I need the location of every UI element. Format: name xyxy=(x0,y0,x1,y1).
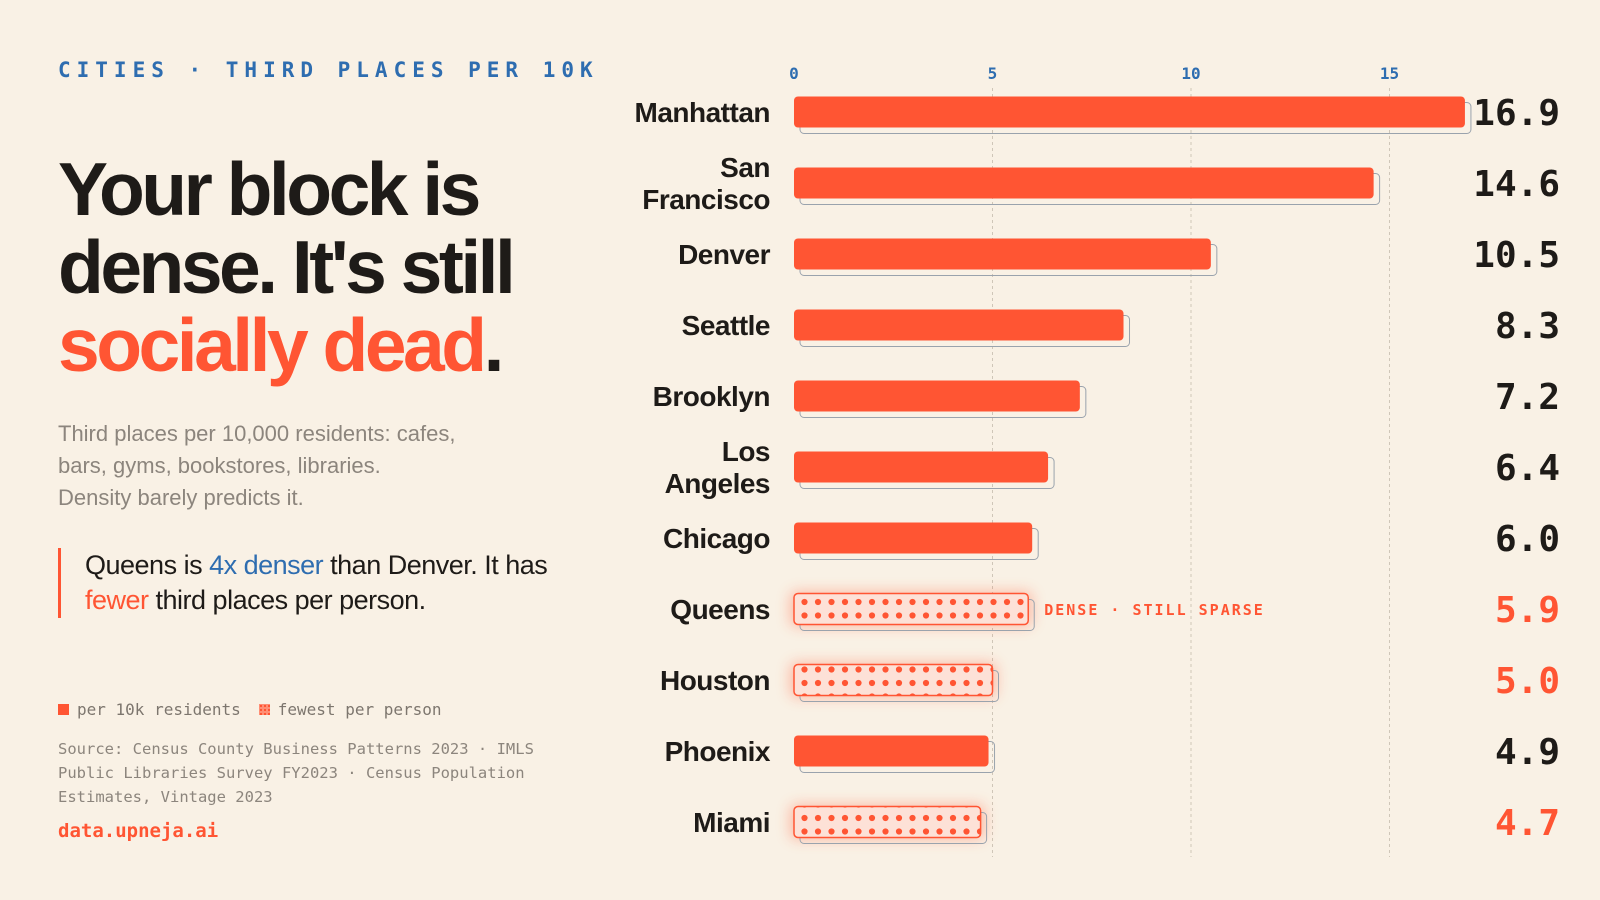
value-label: 6.4 xyxy=(1495,448,1560,489)
category-label-line: Seattle xyxy=(682,310,770,341)
bars-layer xyxy=(790,96,1472,844)
legend-swatch-solid xyxy=(58,704,69,715)
category-label: Miami xyxy=(693,807,770,838)
value-label: 14.6 xyxy=(1473,164,1560,205)
headline-line-1: Your block is xyxy=(58,147,481,231)
category-label: Queens xyxy=(670,594,770,625)
value-label: 10.5 xyxy=(1473,235,1560,276)
headline-accent: socially dead xyxy=(58,303,487,387)
value-label: 5.0 xyxy=(1495,661,1560,702)
category-label-line: Houston xyxy=(660,665,770,696)
value-label: 4.9 xyxy=(1495,732,1560,773)
callout-text-1: Queens is xyxy=(85,550,210,580)
bar xyxy=(794,735,989,767)
bar xyxy=(794,522,1033,554)
category-label-line: Chicago xyxy=(663,523,770,554)
bar xyxy=(794,380,1080,412)
headline: Your block is dense. It's still socially… xyxy=(58,150,598,384)
credit-link[interactable]: data.upneja.ai xyxy=(58,820,219,842)
headline-line-2: dense. It's still xyxy=(58,225,516,309)
legend: per 10k residents fewest per person xyxy=(58,700,442,719)
source-note: Source: Census County Business Patterns … xyxy=(58,740,534,806)
bar xyxy=(794,96,1465,128)
category-label-line: San xyxy=(720,152,770,183)
category-label: Houston xyxy=(660,665,770,696)
value-label: 5.9 xyxy=(1495,590,1560,631)
category-label-line: Francisco xyxy=(642,184,770,215)
value-label: 8.3 xyxy=(1495,306,1560,347)
category-label: Denver xyxy=(678,239,771,270)
category-label: Los Angeles xyxy=(665,436,770,499)
callout-highlight-denser: 4x denser xyxy=(209,550,324,580)
category-label-line: Denver xyxy=(678,239,771,270)
category-label: Brooklyn xyxy=(653,381,770,412)
bar xyxy=(794,451,1049,483)
category-label: Manhattan xyxy=(635,97,771,128)
legend-swatch-dotted xyxy=(258,704,270,715)
callout-text-2: than Denver. It has xyxy=(323,550,548,580)
headline-line-3: socially dead. xyxy=(58,306,598,384)
bar xyxy=(794,167,1374,199)
subtitle: Third places per 10,000 residents: cafes… xyxy=(58,421,456,510)
category-label-line: Los xyxy=(722,436,770,467)
category-label-line: Phoenix xyxy=(665,736,771,767)
callout-text-3: third places per person. xyxy=(148,585,427,615)
x-tick-label: 0 xyxy=(789,64,799,83)
category-label: Seattle xyxy=(682,310,770,341)
value-label: 4.7 xyxy=(1495,803,1560,844)
callout-highlight-fewer: fewer xyxy=(85,585,149,615)
category-label: Chicago xyxy=(663,523,770,554)
kicker: CITIES · THIRD PLACES PER 10K xyxy=(58,58,599,82)
value-label: 16.9 xyxy=(1473,93,1560,134)
legend-item-per-10k: per 10k residents xyxy=(58,700,241,719)
category-label-line: Queens xyxy=(670,594,770,625)
x-tick-label: 15 xyxy=(1380,64,1399,83)
bar-dotted xyxy=(793,592,1029,626)
x-tick-label: 5 xyxy=(988,64,998,83)
bar-dotted xyxy=(793,805,982,839)
legend-label-per-10k: per 10k residents xyxy=(77,700,241,719)
grid-layer xyxy=(992,88,1390,857)
bar xyxy=(794,309,1124,341)
bar xyxy=(794,238,1211,270)
category-label-line: Angeles xyxy=(665,468,770,499)
category-label-line: Brooklyn xyxy=(653,381,770,412)
labels-layer: 0 5 10 15 Manhattan 16.9 San Francisco 14.6 Denve… xyxy=(635,64,1561,844)
category-label: Phoenix xyxy=(665,736,771,767)
category-label: San Francisco xyxy=(642,152,770,215)
legend-label-fewest: fewest per person xyxy=(277,700,442,719)
value-label: 7.2 xyxy=(1495,377,1560,418)
category-label-line: Manhattan xyxy=(635,97,771,128)
callout: Queens is 4x denser than Denver. It has … xyxy=(58,548,605,618)
bar-annotation: DENSE · STILL SPARSE xyxy=(1044,601,1265,619)
x-tick-label: 10 xyxy=(1181,64,1200,83)
headline-period: . xyxy=(483,303,505,387)
bar-dotted xyxy=(793,663,994,697)
legend-item-fewest: fewest per person xyxy=(258,700,442,719)
value-label: 6.0 xyxy=(1495,519,1560,560)
category-label-line: Miami xyxy=(693,807,770,838)
